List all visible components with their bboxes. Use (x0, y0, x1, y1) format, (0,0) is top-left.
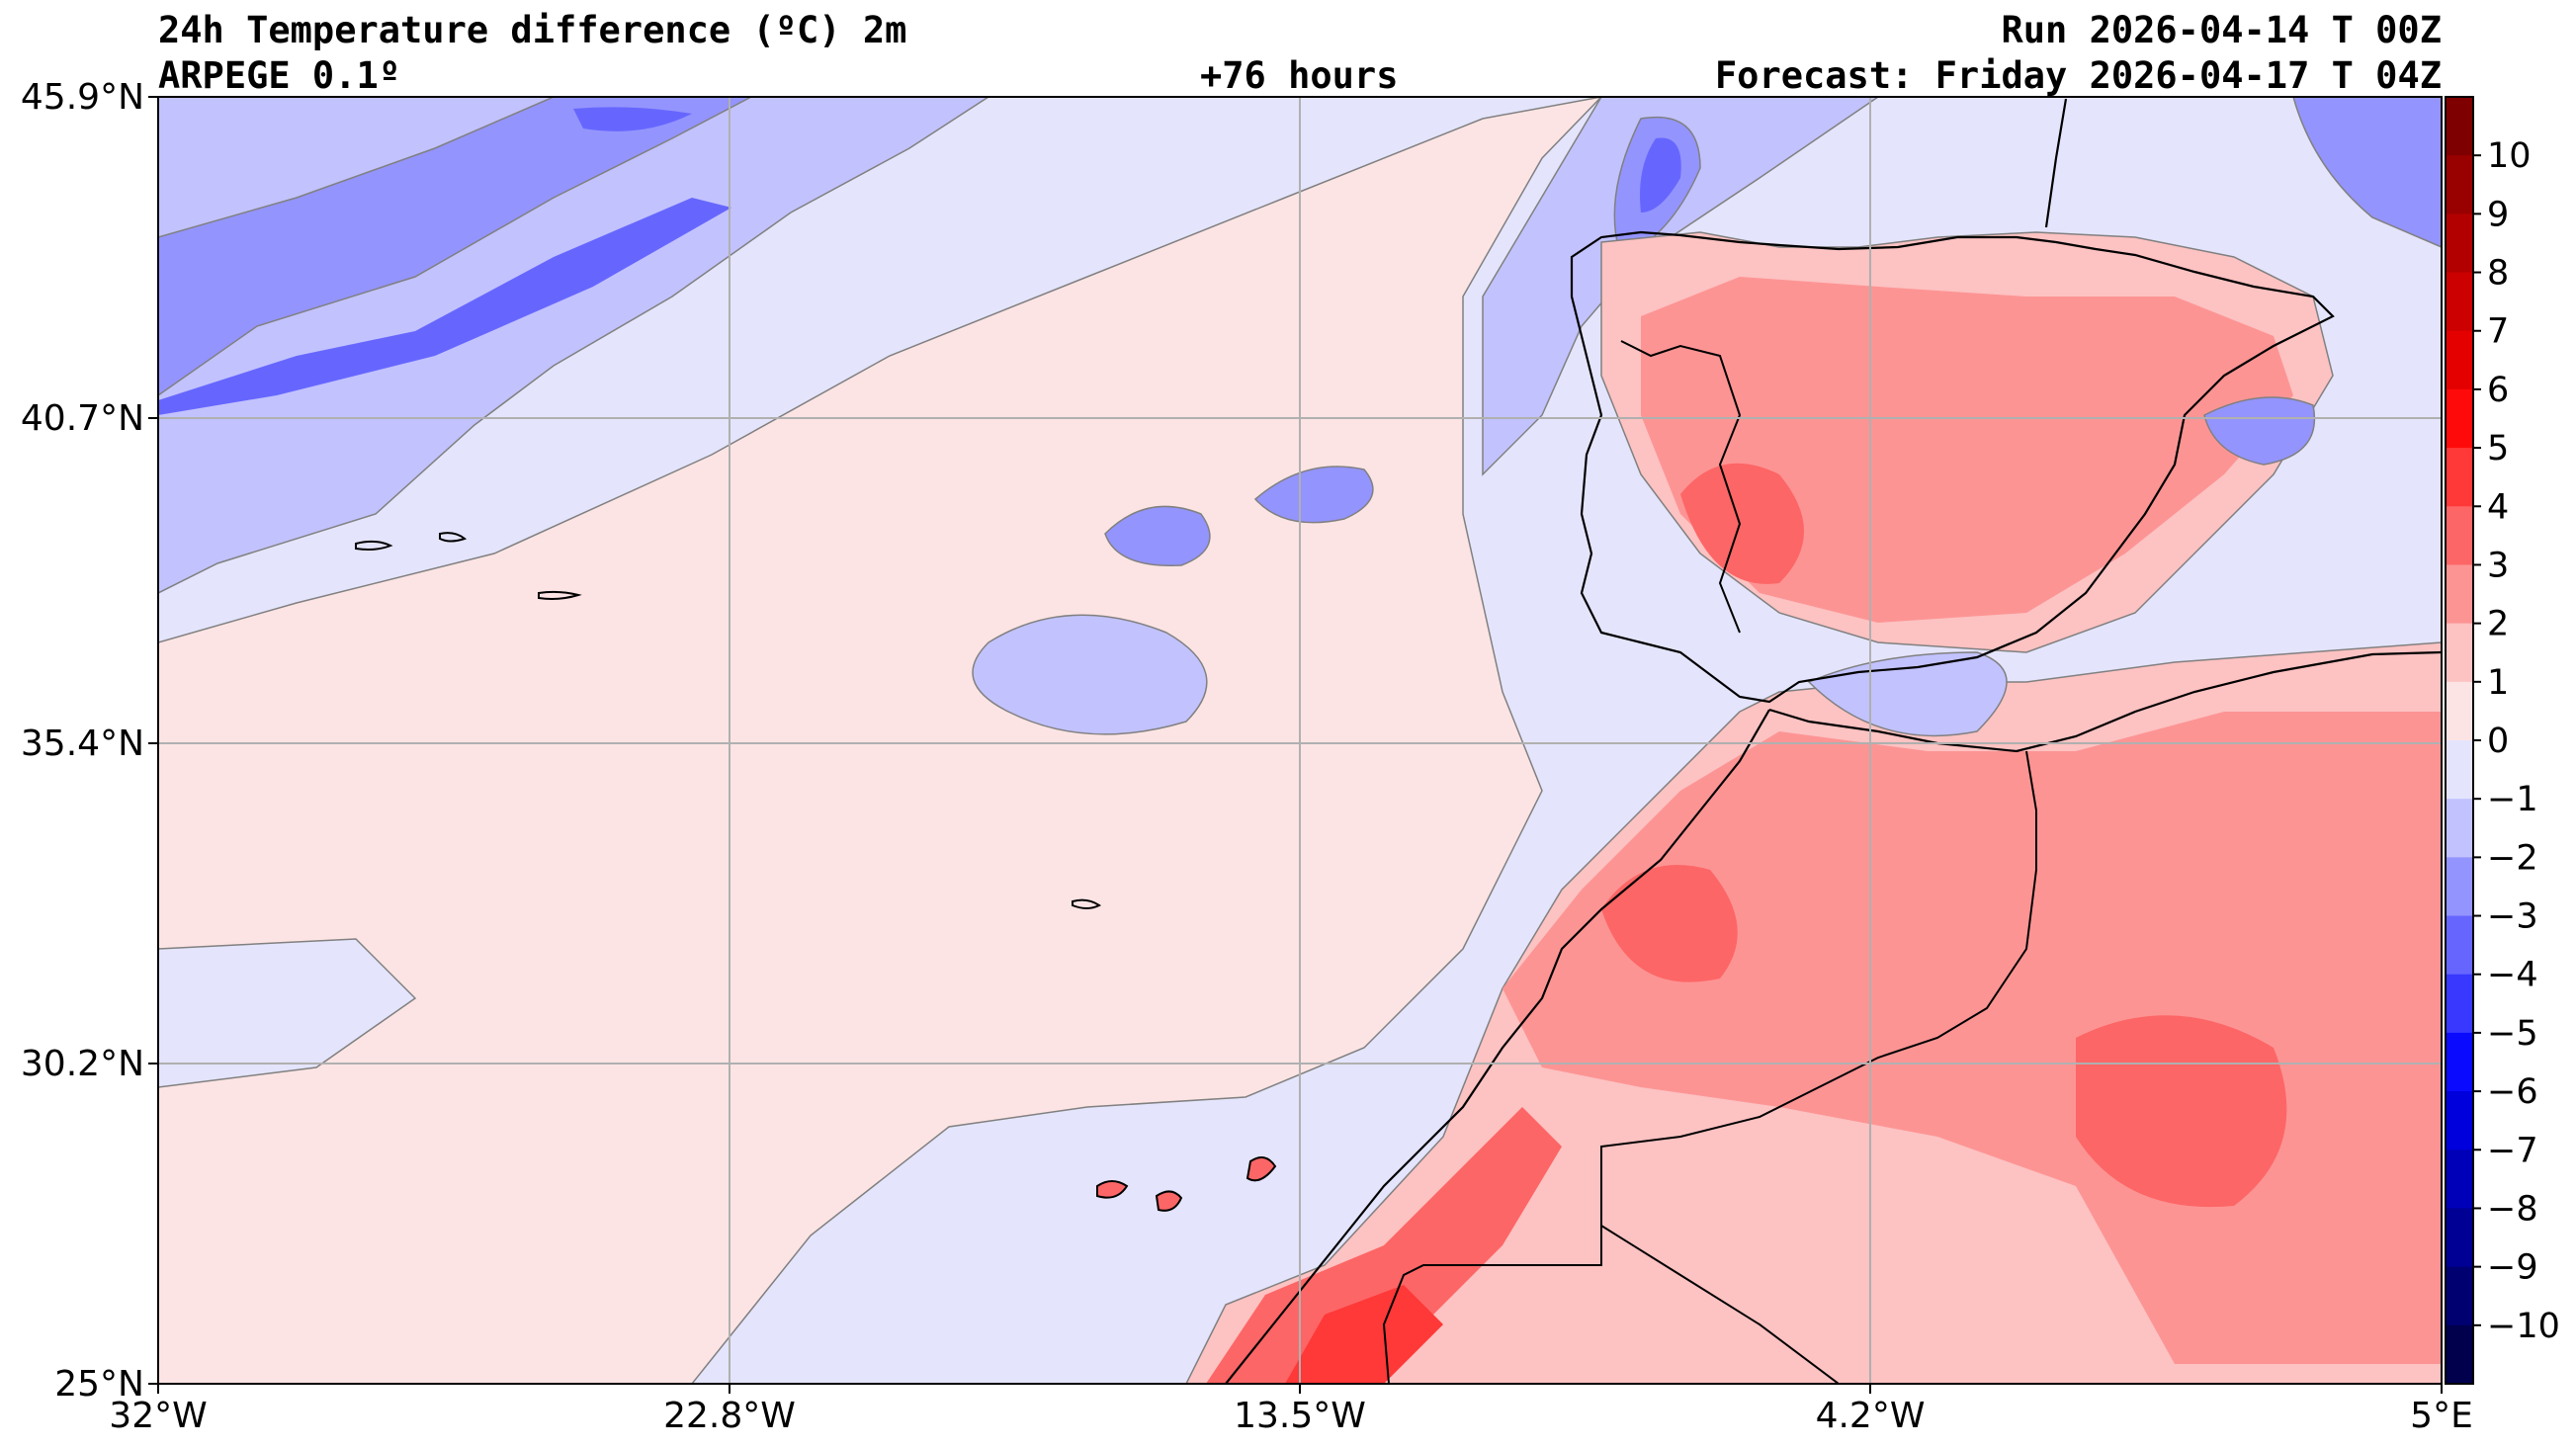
cold-patch-central (972, 614, 1208, 735)
colorbar-swatch (2446, 799, 2473, 858)
colorbar-tick-label: −8 (2487, 1189, 2538, 1229)
lat-label-40.7: 40.7°N (21, 398, 144, 439)
colorbar-tick-label: 9 (2487, 195, 2509, 234)
colorbar-tick-label: −1 (2487, 780, 2538, 819)
lat-label-30.2: 30.2°N (21, 1044, 144, 1084)
cold-streak-region (158, 198, 731, 415)
colorbar-tick-label: 5 (2487, 429, 2509, 468)
madeira-island (1072, 898, 1101, 909)
cold-eddy-west (1104, 505, 1211, 566)
colorbar-swatch (2446, 388, 2473, 449)
azores-islands (355, 532, 582, 600)
colorbar-tick-label: −7 (2487, 1131, 2538, 1170)
run-label: Run 2026-04-14 T 00Z (2001, 9, 2442, 51)
colorbar-swatch (2446, 623, 2473, 683)
colorbar-tick-label: 1 (2487, 663, 2509, 703)
colorbar-swatch (2446, 974, 2473, 1034)
map-title: 24h Temperature difference (ºC) 2m (158, 9, 907, 51)
colorbar-swatch (2446, 1324, 2473, 1385)
colorbar-swatch (2446, 272, 2473, 332)
colorbar-swatch (2446, 506, 2473, 565)
lat-label-35.4: 35.4°N (21, 724, 144, 764)
colorbar-swatch (2446, 330, 2473, 390)
colorbar-swatch (2446, 1266, 2473, 1326)
colorbar-swatch (2446, 448, 2473, 507)
colorbar-swatch (2446, 1208, 2473, 1268)
colorbar-tick-label: 2 (2487, 605, 2509, 644)
colorbar-swatch (2446, 155, 2473, 214)
colorbar-tick-label: 4 (2487, 487, 2509, 527)
cold-north-atlantic-right (1482, 97, 1880, 476)
lon-label-13.5w: 13.5°W (1234, 1396, 1366, 1436)
colorbar-tick-label: 8 (2487, 254, 2509, 294)
colorbar-tick-label: 7 (2487, 312, 2509, 352)
colorbar-swatch (2446, 681, 2473, 741)
cold-core-region (158, 97, 752, 396)
longitude-ticks (157, 1384, 2443, 1394)
cold-cape-core (1640, 137, 1681, 213)
forecast-label: Forecast: Friday 2026-04-17 T 04Z (1714, 54, 2442, 97)
colorbar-tick-label: −3 (2487, 897, 2538, 937)
colorbar-tick-label: −6 (2487, 1072, 2538, 1112)
sahara-coast-hot-region (1206, 1107, 1562, 1384)
colorbar-tick-label: −2 (2487, 838, 2538, 878)
colorbar-tick-label: −5 (2487, 1014, 2538, 1054)
lat-label-25: 25°N (54, 1364, 144, 1405)
colorbar-tick-label: −4 (2487, 956, 2538, 995)
colorbar-tick-label: −10 (2487, 1307, 2560, 1346)
sahara-coast-hot-core (1285, 1285, 1443, 1384)
lon-label-32w: 32°W (109, 1396, 207, 1436)
colorbar-tick-label: 3 (2487, 546, 2509, 585)
colorbar-swatch (2446, 97, 2473, 156)
colorbar-swatch (2446, 1091, 2473, 1150)
colorbar-swatch (2446, 740, 2473, 800)
colorbar-swatch (2446, 564, 2473, 625)
political-borders (1382, 340, 2037, 1384)
colorbar-swatch (2446, 213, 2473, 274)
grid-lines (158, 97, 2442, 1384)
colorbar-swatch (2446, 857, 2473, 917)
colorbar-swatch (2446, 1032, 2473, 1092)
balearic-cold-region (2203, 396, 2316, 466)
gulf-lion-cold-region (2292, 97, 2442, 248)
cold-peak-region (573, 107, 692, 131)
lat-label-45.9: 45.9°N (21, 77, 144, 118)
canary-islands (1096, 1156, 1277, 1212)
colorbar-tick-label: 10 (2487, 136, 2532, 176)
lon-label-4.2w: 4.2°W (1816, 1396, 1926, 1436)
colorbar-swatch (2446, 1150, 2473, 1209)
lon-label-5e: 5°E (2410, 1396, 2473, 1436)
colorbar-tick-label: −9 (2487, 1248, 2538, 1288)
model-label: ARPEGE 0.1º (158, 54, 401, 97)
iberia-warm-core (1641, 277, 2293, 623)
morocco-hot-spot (1601, 865, 1738, 982)
cold-eddy-east (1253, 466, 1374, 524)
coastline (1225, 98, 2442, 1384)
colorbar-tick-label: 6 (2487, 371, 2509, 410)
colorbar-swatch (2446, 915, 2473, 976)
lon-label-22.8w: 22.8°W (663, 1396, 796, 1436)
iberia-hot-spot (1680, 463, 1804, 584)
colorbar-tick-label: 0 (2487, 722, 2509, 761)
lead-time-label: +76 hours (1200, 54, 1399, 97)
latitude-ticks (148, 96, 158, 1385)
